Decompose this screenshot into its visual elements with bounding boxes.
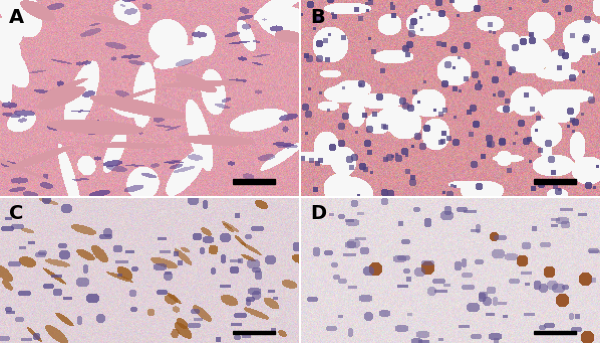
Bar [233, 331, 275, 334]
Text: D: D [310, 204, 326, 223]
Text: A: A [9, 8, 24, 27]
Bar [233, 179, 275, 184]
Text: C: C [9, 204, 23, 223]
Bar [535, 331, 576, 334]
Bar [535, 179, 576, 184]
Text: B: B [310, 8, 325, 27]
